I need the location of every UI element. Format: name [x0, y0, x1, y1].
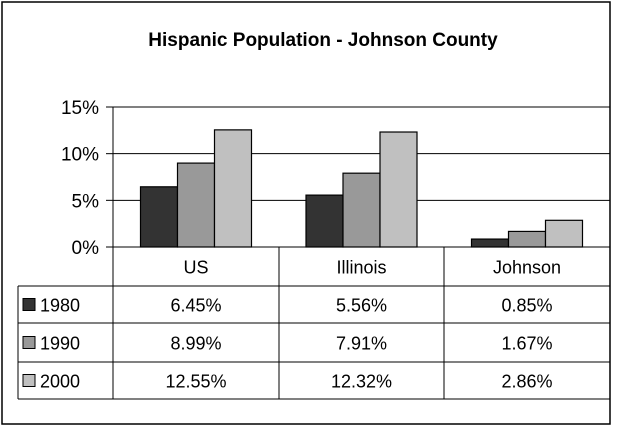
y-tick-label: 5%	[72, 191, 100, 212]
bar-2000-Illinois	[379, 131, 418, 248]
legend-label: 2000	[40, 372, 80, 392]
y-tick-label: 10%	[61, 145, 99, 166]
data-label: 1.67%	[501, 334, 552, 354]
bar-1990-US	[176, 162, 216, 248]
data-table: US Illinois Johnson 6.45% 5.56% 0.85% 8.99% 7.9…	[17, 246, 611, 400]
category-label: Johnson	[493, 258, 561, 278]
data-label: 7.91%	[336, 334, 387, 354]
bar-1980-Illinois	[305, 194, 344, 248]
category-label: US	[183, 258, 208, 278]
bar-1990-Johnson	[507, 230, 547, 248]
data-label: 5.56%	[336, 296, 387, 316]
y-tick-label: 0%	[72, 238, 100, 259]
data-label: 12.55%	[165, 372, 226, 392]
data-label: 8.99%	[170, 334, 221, 354]
chart-title: Hispanic Population - Johnson County	[148, 30, 498, 51]
y-axis-tick-labels: 0% 5% 10% 15%	[61, 98, 99, 259]
bar-1980-Johnson	[470, 238, 510, 248]
bars	[139, 129, 584, 248]
legend: 1980 1990 2000	[22, 296, 80, 392]
legend-swatch-1980	[22, 298, 36, 311]
bar-2000-Johnson	[544, 219, 584, 248]
data-label: 6.45%	[170, 296, 221, 316]
bar-2000-US	[213, 129, 253, 248]
category-label: Illinois	[336, 258, 386, 278]
legend-label: 1990	[40, 334, 80, 354]
bar-1980-US	[139, 186, 179, 248]
legend-swatch-2000	[22, 374, 36, 387]
data-label: 12.32%	[331, 372, 392, 392]
bar-1990-Illinois	[342, 172, 381, 248]
y-tick-label: 15%	[61, 98, 99, 119]
legend-swatch-1990	[22, 336, 36, 349]
data-label: 0.85%	[501, 296, 552, 316]
data-label: 2.86%	[501, 372, 552, 392]
legend-label: 1980	[40, 296, 80, 316]
